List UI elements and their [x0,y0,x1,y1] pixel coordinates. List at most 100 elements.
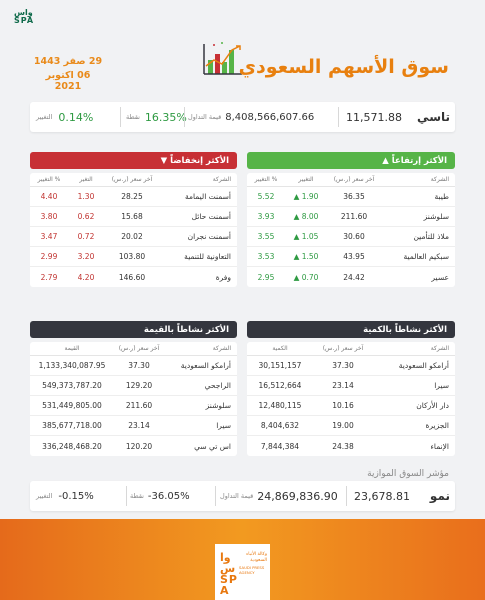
table-row: 4.40 1.30 28.25 أسمنت اليمامة [30,187,237,207]
pm-turnover-value: 24,869,836.90 [257,489,338,503]
cell-price: 28.25 [121,192,143,201]
col-company: الشركة [430,176,449,183]
cell-pct: 3.53 [257,252,275,261]
cell-change-value: 1.05 [301,232,319,241]
change-value: 0.14% [58,110,94,124]
cell-change: 4.20 [77,272,95,282]
by-quantity-header: الأكثر نشاطاً بالكمية [247,321,455,338]
pm-index-cell: 23,678.81 نمو [354,481,450,511]
cell-change: ▲ 1.50 [285,252,327,261]
cell-company: عسير [431,272,449,282]
cell-value: 385,677,718.00 [42,421,102,430]
pm-change-label: التغيير [36,492,53,500]
col-pct: التغيير % [37,176,61,183]
points-value: 16.35% [144,110,187,124]
cell-pct: 3.55 [257,232,275,241]
table-header: الكمية آخر سعر (ر.س) الشركة [247,342,455,356]
gainers-header: الأكثر إرتفاعاً ▲ [247,152,455,169]
points-label: نقطة [126,113,140,121]
by-value-header: الأكثر نشاطاً بالقيمة [30,321,237,338]
cell-change-value: 1.50 [301,252,319,261]
pm-points-value: -36.05% [147,490,190,502]
chart-icon [203,42,242,75]
by-quantity-panel: الأكثر نشاطاً بالكمية الكمية آخر سعر (ر.… [247,321,455,456]
table-row: 8,404,632 19.00 الجزيرة [247,416,455,436]
cell-price: 36.35 [343,192,365,201]
cell-price: 30.60 [343,232,365,241]
logo-text-en: SPA [14,16,35,25]
cell-change: 1.30 [77,192,95,201]
cell-price: 211.60 [125,401,153,410]
by-quantity-table: الكمية آخر سعر (ر.س) الشركة 30,151,157 3… [247,342,455,456]
cell-quantity: 12,480,115 [258,401,302,410]
cell-company: الراجحي [204,381,231,390]
cell-pct: 2.95 [257,272,275,282]
change-label: التغيير [36,113,53,121]
cell-price: 19.00 [332,421,354,430]
col-pct: التغيير % [254,176,278,183]
col-company: الشركة [212,176,231,183]
table-row: 2.79 4.20 146.60 وفرة [30,267,237,287]
agency-name-en: SAUDI PRESS AGENCY [239,565,265,575]
cell-price: 43.95 [343,252,365,261]
cell-price: 129.20 [125,381,153,390]
arrow-up-icon: ▲ [293,232,302,241]
cell-company: اس تي سي [194,441,231,451]
cell-pct: 3.47 [40,232,58,241]
cell-company: سلوشنز [205,401,231,410]
gainers-title: الأكثر إرتفاعاً ▲ [382,156,447,166]
agency-name-ar: وكالة الأنباء السعودية [246,552,267,563]
cell-company: وفرة [215,272,231,282]
arrow-up-icon: ▲ [293,252,302,261]
col-quantity: الكمية [272,345,288,352]
table-row: 2.95 ▲ 0.70 24.42 عسير [247,267,455,287]
change-cell: التغيير 0.14% [36,102,114,132]
pm-change-value: -0.15% [58,490,94,502]
arrow-up-icon: ▲ [293,212,302,221]
turnover-cell: قيمة التداول 8,408,566,607.66 [188,102,318,132]
cell-change-value: 1.90 [301,192,319,201]
cell-company: الجزيرة [425,421,449,430]
arrow-down-icon: ▼ [160,155,168,166]
cell-company: سيرا [434,381,449,390]
cell-company: سيرا [216,421,231,430]
turnover-label: قيمة التداول [188,113,222,121]
cell-change: ▲ 1.90 [285,192,327,201]
tasi-summary: التغيير 0.14% نقطة 16.35% قيمة التداول 8… [30,102,455,132]
index-value: 11,571.88 [346,110,402,124]
cell-pct: 5.52 [257,192,275,201]
cell-pct: 3.93 [257,212,275,221]
table-row: 549,373,787.20 129.20 الراجحي [30,376,237,396]
cell-price: 23.14 [128,421,150,430]
pm-points-cell: نقطة -36.05% [130,481,214,511]
cell-price: 146.60 [118,272,146,282]
pm-points-label: نقطة [130,492,144,500]
cell-price: 120.20 [125,441,153,451]
date-gregorian: 06 اكتوبر 2021 [45,70,91,92]
by-value-table: القيمة آخر سعر (ر.س) الشركة 1,133,340,08… [30,342,237,456]
page-title: سوق الأسهم السعودي [238,56,449,78]
by-quantity-title: الأكثر نشاطاً بالكمية [363,324,447,335]
cell-company: التعاونية للتنمية [184,252,231,261]
points-cell: نقطة 16.35% [126,102,210,132]
cell-company: أسمنت نجران [187,232,231,241]
table-row: 3.55 ▲ 1.05 30.60 ملاذ للتأمين [247,227,455,247]
cell-change-value: 8.00 [301,212,319,221]
cell-quantity: 30,151,157 [258,361,302,370]
cell-price: 15.68 [121,212,143,221]
table-row: 531,449,805.00 211.60 سلوشنز [30,396,237,416]
cell-change: 0.72 [77,232,95,241]
cell-price: 37.30 [128,361,150,370]
index-name: تاسي [417,110,450,124]
parallel-market-summary: التغيير -0.15% نقطة -36.05% قيمة التداول… [30,481,455,511]
turnover-value: 8,408,566,607.66 [225,111,315,123]
pm-change-cell: التغيير -0.15% [36,481,120,511]
spa-footer-logo: واس SPA وكالة الأنباء السعودية SAUDI PRE… [215,544,270,600]
cell-pct: 3.80 [40,212,58,221]
losers-panel: الأكثر إنخفاضاً ▼ التغيير % التغير آخر س… [30,152,237,287]
cell-quantity: 16,512,664 [258,381,302,390]
pm-turnover-cell: قيمة التداول 24,869,836.90 [220,481,346,511]
cell-company: أرامكو السعودية [180,361,231,370]
losers-table: التغيير % التغير آخر سعر (ر.س) الشركة 4.… [30,173,237,287]
table-row: 16,512,664 23.14 سيرا [247,376,455,396]
